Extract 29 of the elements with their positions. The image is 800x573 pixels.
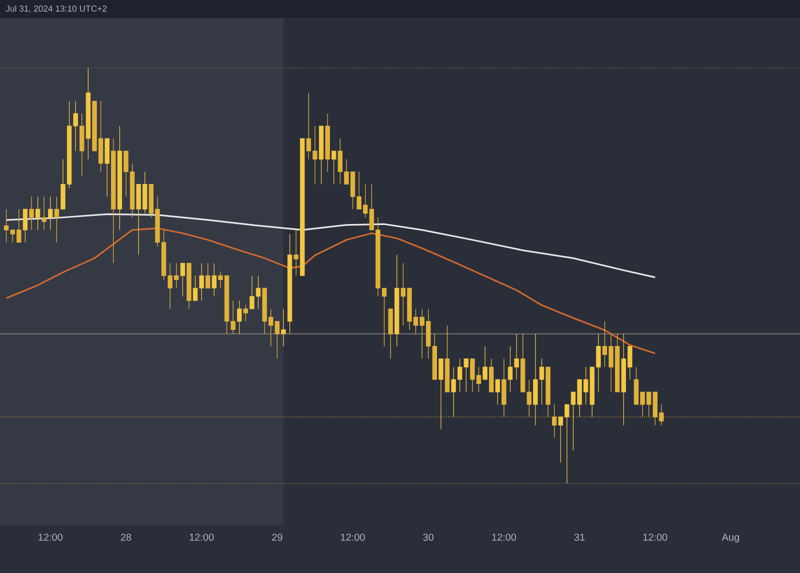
text: Jul 31, 2024 13:10 UTC+2 — [6, 5, 107, 13]
candlestick — [294, 230, 298, 276]
candlestick — [212, 262, 217, 297]
x-tick-label: 12:00 — [190, 534, 214, 541]
x-tick-label: 12:00 — [38, 534, 63, 541]
x-tick-label: Aug — [722, 534, 739, 543]
candlestick — [438, 358, 444, 430]
x-tick-label: 12:00 — [492, 534, 516, 541]
candlestick — [206, 262, 210, 288]
x-tick-label: 30 — [423, 534, 434, 541]
x-tick-label: 28 — [120, 534, 132, 541]
candlestick — [48, 196, 53, 230]
candlestick — [495, 379, 500, 405]
candlestick — [22, 208, 28, 243]
candlestick — [237, 300, 242, 334]
x-tick-label: 31 — [574, 534, 585, 541]
candlestick — [332, 150, 336, 185]
candlestick — [552, 404, 557, 438]
candlestick — [29, 196, 34, 230]
candlestick — [180, 262, 186, 297]
candlestick — [281, 308, 286, 347]
x-tick-label: 12:00 — [341, 534, 365, 541]
candlestick — [243, 304, 248, 322]
candlestick — [35, 196, 40, 230]
candlestick — [54, 196, 60, 243]
x-tick-label: 12:00 — [643, 534, 668, 541]
candlestick — [42, 196, 46, 230]
x-tick-label: 29 — [272, 534, 282, 541]
candlestick — [482, 346, 488, 380]
